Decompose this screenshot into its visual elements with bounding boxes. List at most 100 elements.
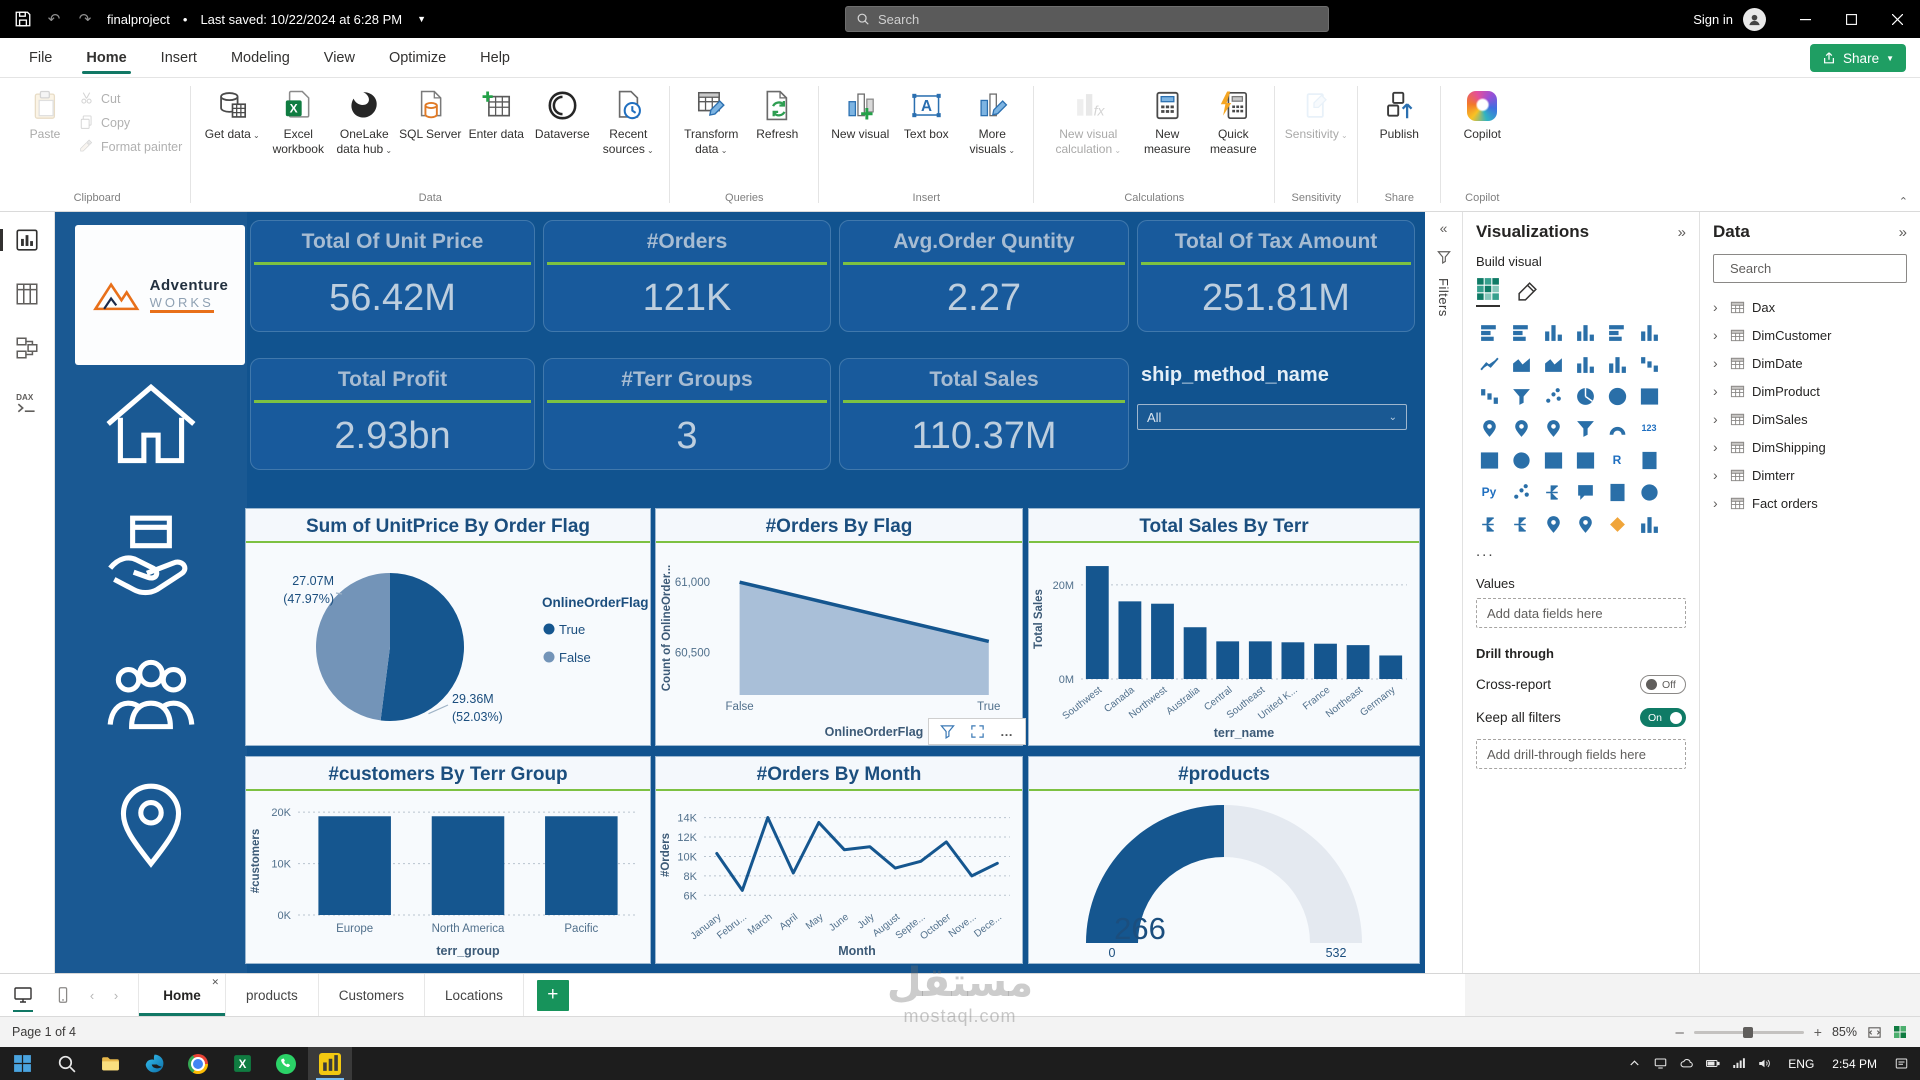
chevron-right-icon[interactable]: › — [1713, 383, 1718, 399]
zoom-in-icon[interactable]: + — [1813, 1024, 1822, 1040]
menu-tab-file[interactable]: File — [29, 49, 53, 66]
visual-type-smart-narrative[interactable] — [1604, 479, 1630, 505]
visual-type-funnel-chart[interactable] — [1508, 383, 1534, 409]
enter-data-button[interactable]: Enter data — [463, 82, 529, 142]
excel-workbook-button[interactable]: X Excel workbook — [265, 82, 331, 156]
tray-cloud-icon[interactable] — [1673, 1047, 1699, 1080]
visual-type-paginated-report[interactable] — [1636, 447, 1662, 473]
fit-to-page-icon[interactable] — [1867, 1025, 1882, 1040]
new-page-button[interactable]: + — [536, 979, 569, 1011]
dax-query-view-icon[interactable]: DAX — [9, 384, 45, 420]
menu-tab-help[interactable]: Help — [480, 49, 510, 66]
data-table-dimdate[interactable]: › DimDate — [1713, 349, 1907, 377]
visual-type-stacked-area-chart[interactable] — [1540, 351, 1566, 377]
page-tab-locations[interactable]: Locations — [425, 974, 524, 1016]
maximize-button[interactable] — [1828, 0, 1874, 38]
new-measure-button[interactable]: New measure — [1134, 82, 1200, 156]
recent-sources-button[interactable]: Recent sources ⌄ — [595, 82, 661, 156]
sidebar-nav-home-icon[interactable] — [100, 377, 202, 472]
visual-type-power-automate[interactable] — [1508, 511, 1534, 537]
visual-type-diamond-visual[interactable] — [1604, 511, 1630, 537]
minimize-button[interactable] — [1782, 0, 1828, 38]
tray-battery-icon[interactable] — [1699, 1047, 1725, 1080]
visual-type-ribbon-chart[interactable] — [1636, 351, 1662, 377]
visual-type-multi-row-card[interactable] — [1476, 447, 1502, 473]
visual-type-gauge[interactable] — [1604, 415, 1630, 441]
clock[interactable]: 2:54 PM — [1832, 1056, 1877, 1071]
redo-icon[interactable]: ↷ — [78, 11, 92, 28]
publish-button[interactable]: Publish — [1366, 82, 1432, 142]
chevron-right-icon[interactable]: › — [1713, 299, 1718, 315]
visual-type-line-chart[interactable] — [1476, 351, 1502, 377]
visual-type-table[interactable] — [1540, 447, 1566, 473]
chevron-right-icon[interactable]: › — [1713, 467, 1718, 483]
visual-type-donut-chart[interactable] — [1604, 383, 1630, 409]
visual-type-decomposition-tree[interactable] — [1540, 479, 1566, 505]
visual-type-r-script-visual[interactable]: R — [1612, 453, 1622, 467]
visual-type-treemap[interactable] — [1636, 383, 1662, 409]
taskbar-whatsapp-icon[interactable] — [264, 1047, 308, 1080]
menu-tab-modeling[interactable]: Modeling — [230, 49, 290, 66]
avatar[interactable] — [1743, 7, 1766, 31]
close-button[interactable] — [1874, 0, 1920, 38]
prev-page-icon[interactable]: ‹ — [89, 987, 95, 1003]
data-table-dimcustomer[interactable]: › DimCustomer — [1713, 321, 1907, 349]
visual-type-goals[interactable] — [1636, 479, 1662, 505]
sidebar-nav-locations-icon[interactable] — [100, 776, 202, 871]
visual-type-python-visual[interactable]: Py — [1481, 485, 1497, 499]
data-table-dimterr[interactable]: › Dimterr — [1713, 461, 1907, 489]
copilot-button[interactable]: Copilot — [1449, 82, 1515, 142]
taskbar-start-icon[interactable] — [0, 1047, 44, 1080]
drill-through-field-well[interactable]: Add drill-through fields here — [1476, 739, 1686, 769]
data-table-dimsales[interactable]: › DimSales — [1713, 405, 1907, 433]
chevron-right-icon[interactable]: › — [1713, 355, 1718, 371]
table-view-icon[interactable] — [9, 276, 45, 312]
kpi-card[interactable]: #Orders 121K — [543, 220, 831, 332]
visual-type-stacked-bar-chart[interactable] — [1476, 319, 1502, 345]
more-visual-options[interactable]: ... — [1476, 543, 1495, 560]
visual-type-key-influencers[interactable] — [1508, 479, 1534, 505]
menu-tab-insert[interactable]: Insert — [160, 49, 197, 66]
visual-type-kpi[interactable] — [1508, 447, 1534, 473]
tray-network-icon[interactable] — [1725, 1047, 1751, 1080]
visual-type-matrix[interactable] — [1572, 447, 1598, 473]
collapse-pane-icon[interactable]: » — [1898, 223, 1907, 241]
notification-center-icon[interactable] — [1888, 1047, 1914, 1080]
refresh-button[interactable]: Refresh — [744, 82, 810, 142]
data-table-dimshipping[interactable]: › DimShipping — [1713, 433, 1907, 461]
dataverse-button[interactable]: Dataverse — [529, 82, 595, 142]
taskbar-chrome-icon[interactable] — [176, 1047, 220, 1080]
visual-type-map[interactable] — [1476, 415, 1502, 441]
visual-type-line-stacked-column-chart[interactable] — [1572, 351, 1598, 377]
visual-type-arcgis-map[interactable] — [1572, 511, 1598, 537]
menu-tab-view[interactable]: View — [323, 49, 355, 66]
chevron-right-icon[interactable]: › — [1713, 327, 1718, 343]
slicer-dropdown[interactable]: All ⌄ — [1137, 404, 1407, 430]
visual-type-100-stacked-bar-chart[interactable] — [1604, 319, 1630, 345]
visual-type-100-stacked-column-chart[interactable] — [1636, 319, 1662, 345]
language-indicator[interactable]: ENG — [1788, 1056, 1815, 1071]
visual-type-stacked-column-chart[interactable] — [1540, 319, 1566, 345]
visual-bar-3[interactable]: #customers By Terr Group 0K 10K 20K Europe No… — [245, 756, 651, 964]
zoom-slider[interactable] — [1693, 1026, 1804, 1038]
build-visual-mode-icon[interactable] — [1476, 277, 1500, 307]
chevron-right-icon[interactable]: › — [1713, 439, 1718, 455]
visual-type-more-visual[interactable] — [1636, 511, 1662, 537]
menu-tab-optimize[interactable]: Optimize — [388, 49, 447, 66]
more-visuals-button[interactable]: More visuals ⌄ — [959, 82, 1025, 156]
tray-chevron-up-icon[interactable] — [1621, 1047, 1647, 1080]
visual-type-shape-map[interactable] — [1540, 415, 1566, 441]
visual-bar-2[interactable]: Total Sales By Terr 0M 20M Southwest Canada N… — [1028, 508, 1420, 746]
next-page-icon[interactable]: › — [113, 987, 119, 1003]
share-button[interactable]: Share ▼ — [1810, 44, 1906, 72]
save-icon[interactable] — [14, 10, 32, 28]
search-input[interactable] — [878, 11, 1318, 27]
data-search-box[interactable] — [1713, 254, 1907, 283]
visual-gauge-5[interactable]: #products 266 0 532 — [1028, 756, 1420, 964]
mobile-layout-icon[interactable] — [46, 974, 80, 1017]
page-tab-customers[interactable]: Customers — [318, 974, 426, 1016]
kpi-card[interactable]: Total Sales 110.37M — [839, 358, 1129, 470]
keep-filters-toggle[interactable]: On — [1640, 708, 1686, 727]
sql-server-button[interactable]: SQL Server — [397, 82, 463, 142]
visual-line-4[interactable]: #Orders By Month 6K 8K 10K 12K 14K January Febr… — [655, 756, 1023, 964]
